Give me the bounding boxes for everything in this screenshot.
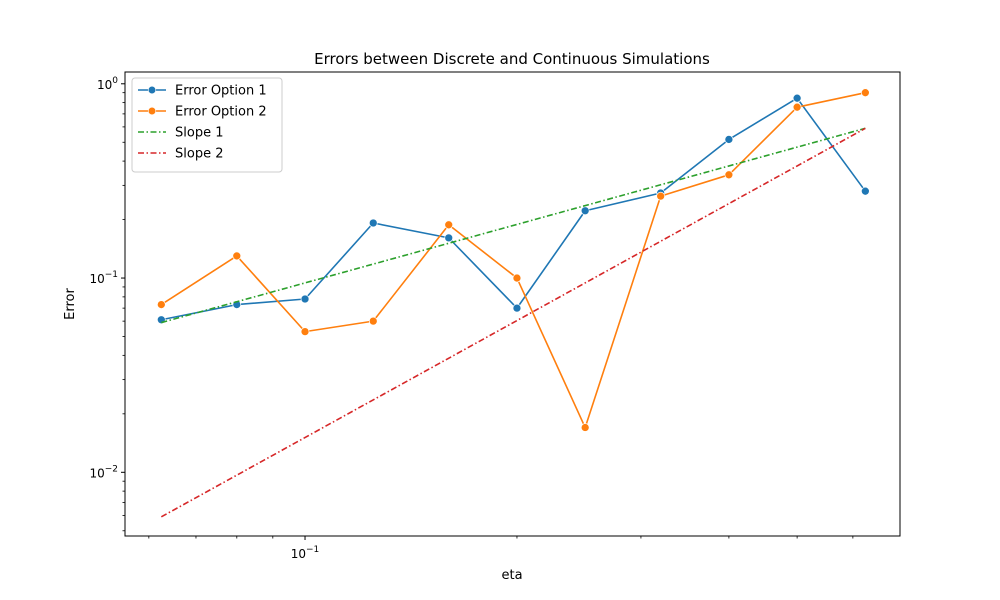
y-tick-label: 10−1 [89,270,118,286]
series-1-point [368,218,378,228]
series-2-point [860,88,870,98]
legend-box [131,77,283,173]
legend-label-3: Slope 1 [175,126,223,141]
series-1-point [512,303,522,313]
series-1-point [860,186,870,196]
series-layer [156,88,870,518]
legend-label-4: Slope 2 [175,147,223,162]
y-tick-label: 10−2 [89,464,118,480]
x-axis-label: eta [501,568,522,583]
series-2-point [724,170,734,180]
series-1-point [300,294,310,304]
legend-marker-1 [147,85,157,95]
ticks-layer: 10−1 10−2 10−1 100 [89,76,854,561]
series-2-point [444,220,454,230]
legend-label-1: Error Option 1 [175,84,267,99]
series-2-point [300,327,310,336]
series-1-point [724,135,734,144]
x-tick-label: 10−1 [291,545,320,561]
y-tick-label: 100 [97,76,118,92]
legend: Error Option 1 Error Option 2 Slope 1 Slope… [131,77,283,173]
series-line-4 [160,127,866,518]
legend-marker-2 [147,106,157,116]
series-2-point [792,102,802,112]
series-line-3 [161,127,866,324]
chart-title: Errors between Discrete and Continuous S… [314,50,710,68]
legend-label-2: Error Option 2 [175,105,267,120]
series-1-point [792,93,802,103]
plot-area [124,71,901,537]
series-2-point [368,316,378,326]
series-1-point [580,206,590,216]
series-2-point [512,273,522,283]
series-1-point [444,233,454,243]
series-2-point [232,251,242,261]
y-axis-label: Error [63,288,78,320]
series-2-point [656,191,666,201]
series-2-point [580,423,590,432]
series-2-point [156,300,166,309]
